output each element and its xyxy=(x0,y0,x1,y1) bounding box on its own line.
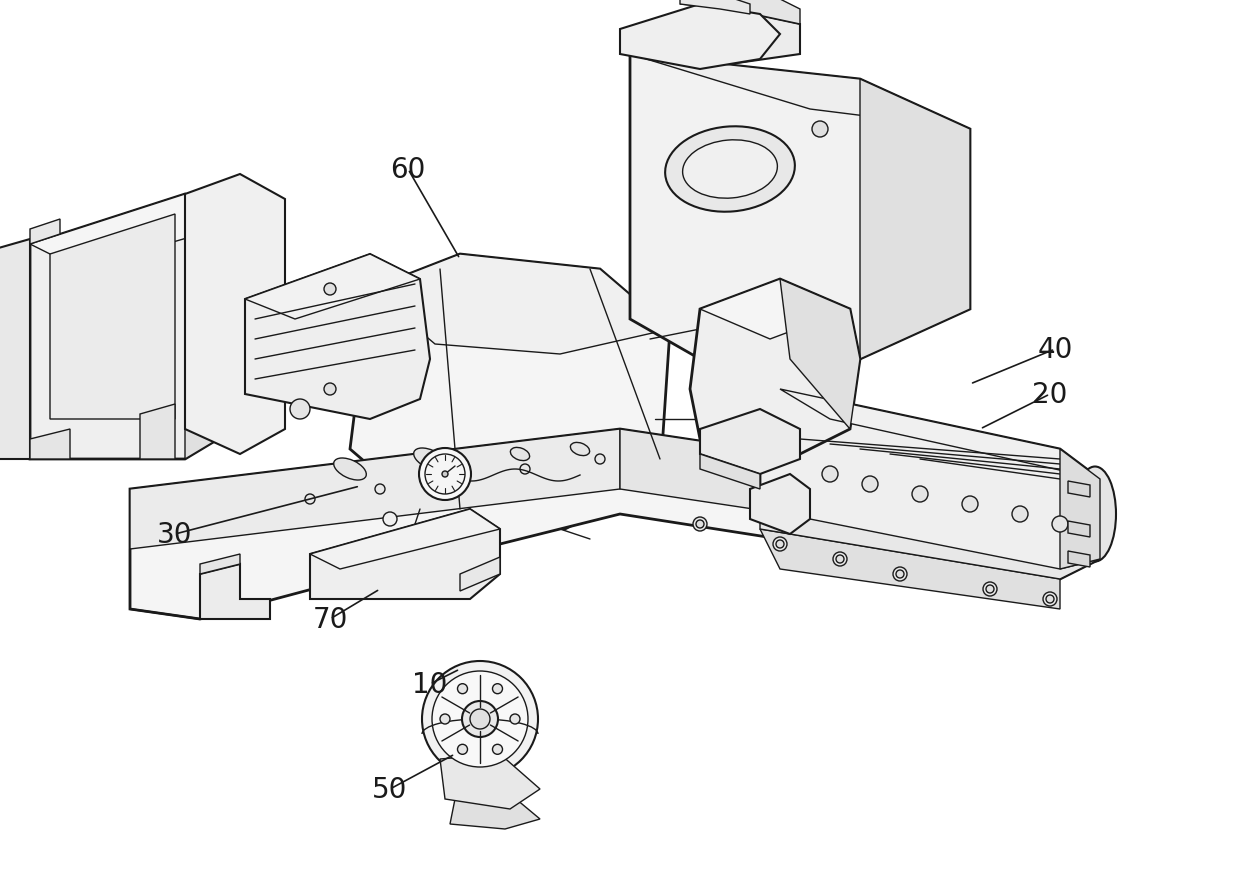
Circle shape xyxy=(422,661,538,777)
Circle shape xyxy=(305,495,315,504)
Circle shape xyxy=(324,383,336,396)
Circle shape xyxy=(419,448,471,501)
Circle shape xyxy=(374,484,384,495)
Circle shape xyxy=(445,474,455,484)
Circle shape xyxy=(773,538,787,552)
Circle shape xyxy=(1012,506,1028,523)
Polygon shape xyxy=(310,510,500,599)
Text: 60: 60 xyxy=(391,156,425,184)
Circle shape xyxy=(822,467,838,482)
Circle shape xyxy=(324,283,336,296)
Circle shape xyxy=(836,555,844,563)
Circle shape xyxy=(432,671,528,767)
Circle shape xyxy=(693,517,707,531)
Polygon shape xyxy=(1068,481,1090,497)
Polygon shape xyxy=(861,80,970,360)
Ellipse shape xyxy=(334,459,366,481)
Polygon shape xyxy=(680,0,750,15)
Polygon shape xyxy=(370,254,670,354)
Circle shape xyxy=(983,582,997,596)
Polygon shape xyxy=(630,55,970,360)
Polygon shape xyxy=(1068,552,1090,567)
Text: 40: 40 xyxy=(1038,336,1073,364)
Polygon shape xyxy=(200,554,241,574)
Circle shape xyxy=(962,496,978,512)
Ellipse shape xyxy=(414,448,446,470)
Polygon shape xyxy=(246,254,430,419)
Polygon shape xyxy=(200,565,270,619)
Circle shape xyxy=(911,487,928,503)
Ellipse shape xyxy=(1074,467,1116,562)
Polygon shape xyxy=(760,530,1060,610)
Polygon shape xyxy=(30,195,236,270)
Text: 50: 50 xyxy=(372,775,408,803)
Circle shape xyxy=(441,472,448,477)
Circle shape xyxy=(1043,592,1056,606)
Ellipse shape xyxy=(665,127,795,212)
Polygon shape xyxy=(760,510,1100,580)
Ellipse shape xyxy=(511,448,529,461)
Polygon shape xyxy=(130,430,820,619)
Circle shape xyxy=(510,714,520,724)
Polygon shape xyxy=(760,389,1100,580)
Polygon shape xyxy=(620,5,780,70)
Text: 20: 20 xyxy=(1033,381,1068,409)
Circle shape xyxy=(1052,517,1068,532)
Polygon shape xyxy=(30,220,60,245)
Polygon shape xyxy=(780,389,1100,480)
Polygon shape xyxy=(780,280,861,430)
Circle shape xyxy=(458,684,467,694)
Polygon shape xyxy=(630,55,970,130)
Circle shape xyxy=(440,714,450,724)
Polygon shape xyxy=(701,280,849,339)
Polygon shape xyxy=(640,10,800,65)
Polygon shape xyxy=(750,474,810,534)
Circle shape xyxy=(897,570,904,578)
Circle shape xyxy=(492,684,502,694)
Polygon shape xyxy=(30,195,236,460)
Polygon shape xyxy=(246,254,420,319)
Polygon shape xyxy=(701,454,760,489)
Polygon shape xyxy=(350,254,670,530)
Text: 30: 30 xyxy=(157,520,192,548)
Polygon shape xyxy=(1060,450,1100,569)
Polygon shape xyxy=(185,195,236,460)
Polygon shape xyxy=(450,794,539,829)
Circle shape xyxy=(458,745,467,754)
Text: 10: 10 xyxy=(413,670,448,698)
Polygon shape xyxy=(620,430,820,519)
Circle shape xyxy=(833,553,847,567)
Polygon shape xyxy=(130,430,620,549)
Polygon shape xyxy=(185,175,285,454)
Circle shape xyxy=(595,454,605,465)
Circle shape xyxy=(492,745,502,754)
Circle shape xyxy=(986,585,994,594)
Circle shape xyxy=(696,520,704,529)
Polygon shape xyxy=(0,239,30,460)
Circle shape xyxy=(290,400,310,419)
Polygon shape xyxy=(460,558,500,591)
Polygon shape xyxy=(701,410,800,474)
Circle shape xyxy=(425,454,465,495)
Polygon shape xyxy=(50,215,175,419)
Ellipse shape xyxy=(682,140,777,199)
Circle shape xyxy=(1047,595,1054,603)
Polygon shape xyxy=(680,0,800,25)
Circle shape xyxy=(383,512,397,526)
Circle shape xyxy=(470,709,490,729)
Polygon shape xyxy=(140,404,175,460)
Text: 70: 70 xyxy=(312,605,347,633)
Circle shape xyxy=(893,567,906,581)
Polygon shape xyxy=(30,430,69,460)
Circle shape xyxy=(463,702,498,738)
Polygon shape xyxy=(310,510,500,569)
Circle shape xyxy=(776,540,784,548)
Polygon shape xyxy=(1068,522,1090,538)
Circle shape xyxy=(812,122,828,138)
Circle shape xyxy=(862,476,878,493)
Ellipse shape xyxy=(570,443,589,456)
Polygon shape xyxy=(440,754,539,809)
Circle shape xyxy=(520,465,529,474)
Polygon shape xyxy=(689,280,861,460)
